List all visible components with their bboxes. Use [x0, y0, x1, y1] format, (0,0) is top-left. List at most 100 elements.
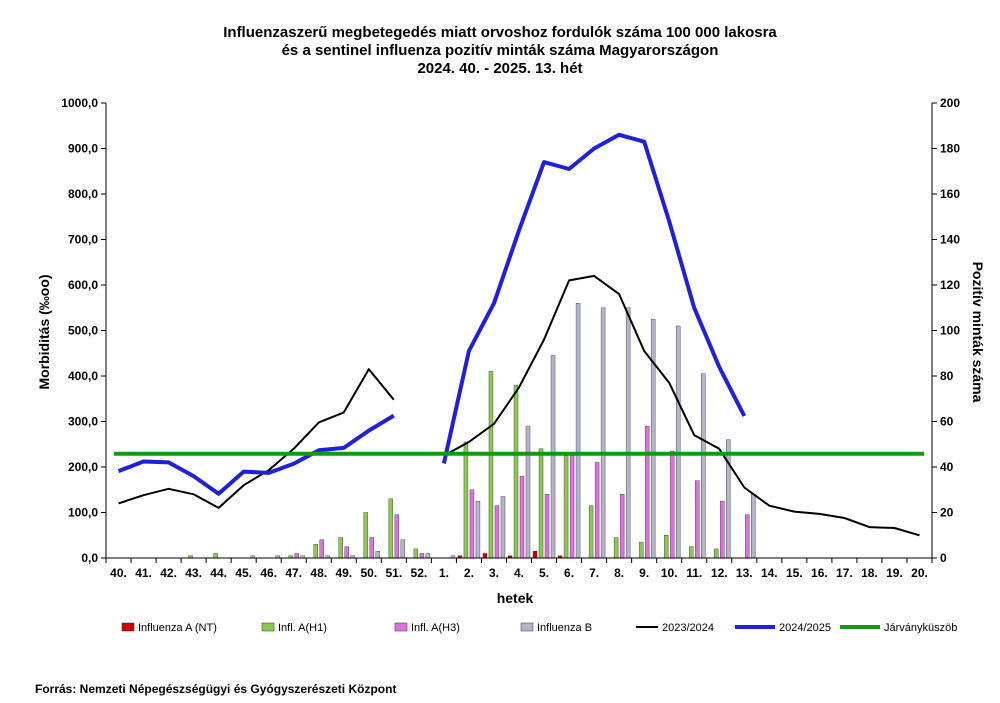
title-line-3: 2024. 40. - 2025. 13. hét [417, 60, 583, 77]
x-tick-label: 11. [686, 566, 702, 580]
x-tick-label: 8. [614, 566, 624, 580]
x-tick-label: 49. [335, 566, 352, 580]
y-left-tick-label: 400,0 [68, 369, 98, 383]
bar-infl-a-h1- [714, 548, 719, 559]
x-tick-label: 19. [886, 566, 903, 580]
source-note: Forrás: Nemzeti Népegészségügyi és Gyógy… [35, 682, 397, 696]
bar-infl-a-h3- [319, 539, 324, 559]
x-tick-label: 48. [310, 566, 327, 580]
y-right-tick-label: 100 [940, 324, 960, 338]
bar-infl-a-h3- [394, 514, 400, 559]
y-right-tick-label: 120 [940, 278, 960, 292]
legend-swatch [121, 622, 135, 632]
x-tick-label: 2. [464, 566, 474, 580]
bar-infl-a-h3- [419, 553, 425, 559]
y-left-tick-label: 900,0 [68, 142, 98, 156]
x-tick-label: 1. [439, 566, 449, 580]
x-tick-label: 15. [786, 566, 803, 580]
x-tick-label: 50. [360, 566, 377, 580]
bar-influenza-b [751, 494, 756, 559]
y-right-tick-label: 140 [940, 233, 960, 247]
bar-infl-a-h1- [313, 544, 318, 559]
bar-infl-a-h3- [745, 514, 750, 559]
x-tick-label: 40. [110, 566, 127, 580]
bar-infl-a-h3- [720, 500, 725, 559]
x-tick-label: 20. [911, 566, 928, 580]
y-left-tick-label: 1000,0 [61, 96, 98, 110]
x-axis-label: hetek [497, 590, 534, 606]
y-right-tick-label: 40 [940, 460, 954, 474]
y-left-tick-label: 500,0 [68, 324, 98, 338]
legend-swatch [261, 622, 275, 632]
x-tick-label: 14. [761, 566, 778, 580]
bar-infl-a-h3- [569, 455, 575, 559]
bar-influenza-b [475, 500, 481, 559]
x-tick-label: 7. [589, 566, 599, 580]
title-line-1: Influenzaszerű megbetegedés miatt orvosh… [223, 24, 777, 41]
x-tick-label: 44. [210, 566, 227, 580]
y-left-tick-label: 600,0 [68, 278, 98, 292]
x-tick-label: 46. [260, 566, 277, 580]
bar-influenza-b [575, 303, 581, 559]
bar-infl-a-h1- [689, 546, 694, 559]
x-tick-label: 5. [539, 566, 549, 580]
x-tick-label: 9. [639, 566, 649, 580]
legend-label: Influenza A (NT) [138, 622, 217, 634]
bar-influenza-b [650, 318, 656, 559]
y-right-tick-label: 160 [940, 187, 960, 201]
bar-influenza-b [375, 550, 381, 559]
legend-label: Infl. A(H1) [278, 622, 327, 634]
bar-infl-a-h1- [338, 537, 343, 559]
y-left-tick-label: 100,0 [68, 506, 98, 520]
legend-label: 2024/2025 [779, 622, 831, 634]
x-tick-label: 6. [564, 566, 574, 580]
bar-infl-a-h1- [213, 553, 218, 559]
legend-swatch [394, 622, 408, 632]
bar-influenza-b [400, 539, 406, 559]
y-left-tick-label: 700,0 [68, 233, 98, 247]
legend-label: Infl. A(H3) [411, 622, 460, 634]
bar-infl-a-h1- [613, 537, 619, 559]
x-tick-label: 13. [736, 566, 753, 580]
y-left-tick-label: 0,0 [81, 551, 98, 565]
bar-influenza-b [701, 373, 706, 559]
chart-title: Influenzaszerű megbetegedés miatt orvosh… [0, 24, 1000, 78]
bar-influenza-a-nt- [532, 550, 538, 559]
y-axis-left-label: Morbiditás (‰oo) [36, 274, 52, 389]
title-line-2: és a sentinel influenza pozitív minták s… [281, 42, 719, 59]
bar-infl-a-h1- [638, 541, 644, 559]
y-left-tick-label: 200,0 [68, 460, 98, 474]
legend-label: Járványküszöb [884, 622, 957, 634]
bar-infl-a-h1- [588, 505, 594, 559]
bar-infl-a-h3- [494, 505, 500, 559]
x-tick-label: 51. [386, 566, 403, 580]
bar-infl-a-h3- [695, 480, 700, 559]
y-axis-right-label: Pozitív minták száma [970, 262, 986, 403]
bar-influenza-b [425, 553, 431, 559]
series-line-2024-2025 [117, 132, 747, 496]
bar-influenza-b [726, 439, 731, 559]
bar-infl-a-h1- [363, 512, 369, 559]
bar-influenza-a-nt- [482, 553, 488, 559]
y-right-tick-label: 200 [940, 96, 960, 110]
bar-influenza-b [600, 307, 606, 559]
y-right-tick-label: 180 [940, 142, 960, 156]
x-tick-label: 47. [285, 566, 302, 580]
y-right-tick-label: 60 [940, 415, 954, 429]
bar-infl-a-h1- [463, 441, 469, 559]
bar-infl-a-h3- [294, 553, 299, 559]
y-left-tick-label: 800,0 [68, 187, 98, 201]
bar-influenza-b [500, 496, 506, 559]
lines-layer [114, 132, 924, 537]
x-tick-label: 3. [489, 566, 499, 580]
bar-influenza-b [550, 355, 556, 559]
y-right-tick-label: 0 [940, 551, 947, 565]
bar-infl-a-h3- [369, 537, 375, 559]
bar-infl-a-h1- [538, 448, 544, 559]
x-tick-label: 4. [514, 566, 524, 580]
x-tick-label: 45. [235, 566, 252, 580]
bar-infl-a-h1- [663, 535, 669, 559]
x-tick-label: 17. [836, 566, 853, 580]
y-right-tick-label: 20 [940, 506, 954, 520]
